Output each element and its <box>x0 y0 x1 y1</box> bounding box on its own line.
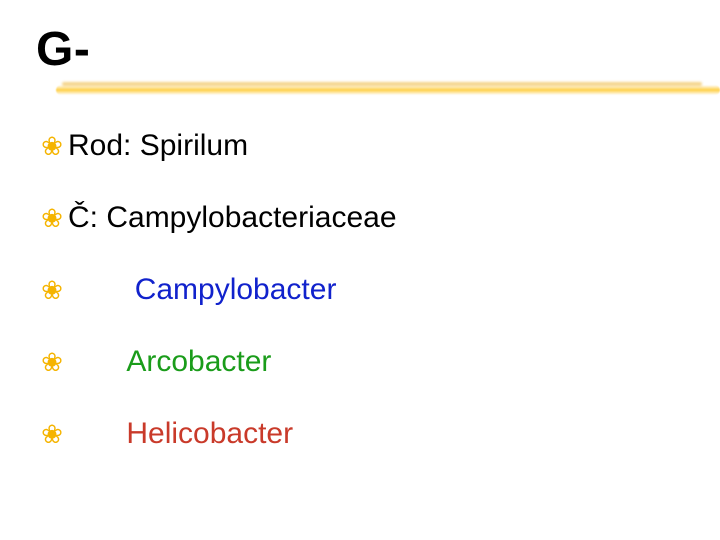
list-item-prefix <box>68 273 135 307</box>
list-item-prefix: Č: <box>68 201 106 235</box>
list-item: ❀Rod: Spirilum <box>36 129 684 163</box>
list-item-text: Spirilum <box>140 129 248 163</box>
bullet-icon: ❀ <box>36 349 68 375</box>
bullet-list: ❀Rod: Spirilum❀Č: Campylobacteriaceae❀ C… <box>36 129 684 451</box>
list-item: ❀ Campylobacter <box>36 273 684 307</box>
bullet-icon: ❀ <box>36 133 68 159</box>
list-item-prefix <box>68 417 126 451</box>
list-item-text: Campylobacter <box>135 273 337 307</box>
bullet-icon: ❀ <box>36 421 68 447</box>
list-item: ❀ Arcobacter <box>36 345 684 379</box>
list-item: ❀Č: Campylobacteriaceae <box>36 201 684 235</box>
slide: G- ❀Rod: Spirilum❀Č: Campylobacteriaceae… <box>0 0 720 540</box>
list-item-text: Arcobacter <box>126 345 271 379</box>
list-item-text: Helicobacter <box>126 417 293 451</box>
bullet-icon: ❀ <box>36 277 68 303</box>
title-underline <box>56 82 720 98</box>
title-block: G- <box>36 22 684 77</box>
bullet-icon: ❀ <box>36 205 68 231</box>
list-item-text: Campylobacteriaceae <box>106 201 396 235</box>
list-item-prefix: Rod: <box>68 129 140 163</box>
page-title: G- <box>36 22 684 77</box>
list-item: ❀ Helicobacter <box>36 417 684 451</box>
list-item-prefix <box>68 345 126 379</box>
